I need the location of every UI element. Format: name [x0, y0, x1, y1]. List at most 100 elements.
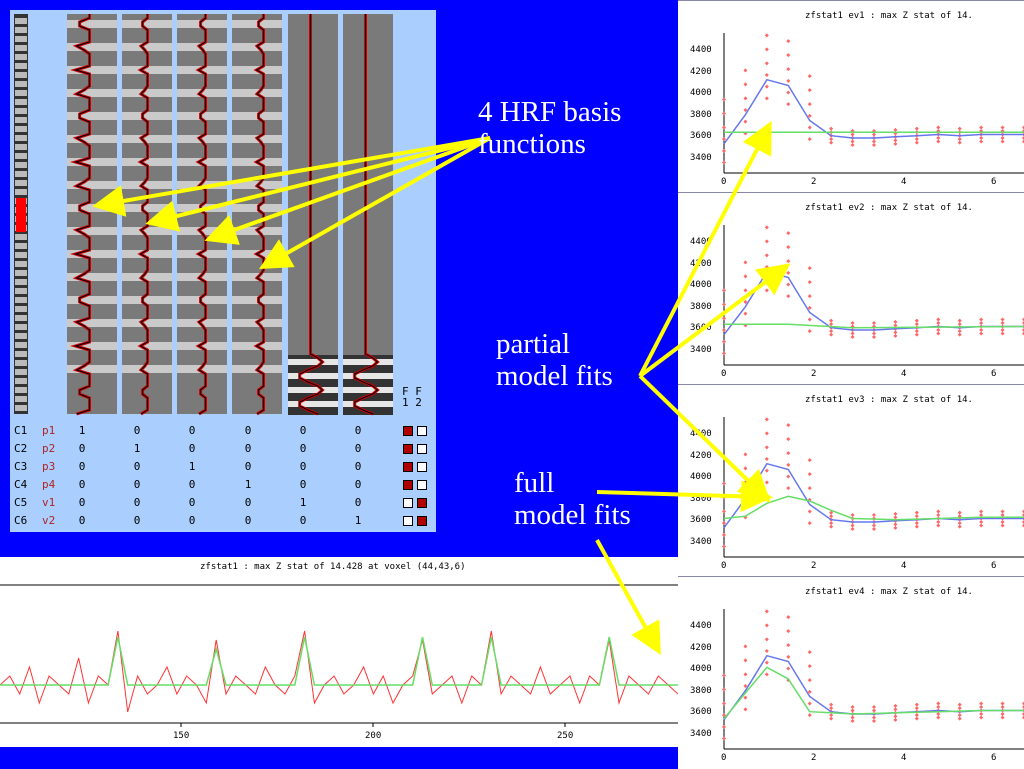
timeline-tick [15, 387, 27, 393]
data-point [807, 317, 812, 322]
data-point [979, 520, 984, 524]
f-test-2-index: 2 [415, 396, 422, 409]
y-tick-label: 4400 [690, 621, 712, 631]
data-point [850, 715, 855, 720]
data-point [850, 523, 855, 528]
timeline-tick [15, 288, 27, 294]
data-point [807, 701, 812, 706]
data-point [786, 654, 791, 659]
data-point [850, 321, 855, 325]
data-point [979, 125, 984, 130]
hrf-event-band [232, 204, 282, 212]
data-point [957, 716, 962, 721]
data-point [807, 689, 812, 694]
partial-model-fit-line [723, 666, 1024, 720]
f-test-checkbox[interactable] [417, 498, 427, 508]
data-point [914, 713, 919, 718]
f-test-checkbox[interactable] [417, 444, 427, 454]
hrf-event-band [67, 89, 117, 97]
data-point [722, 521, 726, 526]
timeline-tick [15, 279, 27, 285]
data-point [979, 513, 984, 517]
x-tick-label: 0 [721, 561, 727, 571]
f-test-checkbox[interactable] [417, 462, 427, 472]
contrast-name: p3 [42, 460, 56, 473]
y-tick-label: 4400 [690, 45, 712, 55]
contrast-weight: 0 [133, 478, 141, 491]
contrast-weight: 0 [299, 442, 307, 455]
data-point [786, 270, 791, 275]
data-point [807, 678, 812, 683]
timeline-tick [15, 333, 27, 339]
data-point [872, 705, 876, 709]
data-point [936, 321, 941, 325]
contrast-row: C5 v1 0 0 0 0 1 0 [10, 496, 436, 514]
data-point [872, 132, 876, 137]
contrast-header: F F 1 2 [402, 386, 422, 408]
contrast-weight: 0 [188, 496, 196, 509]
data-point [914, 716, 919, 721]
data-point [786, 259, 791, 264]
data-point [829, 713, 834, 718]
f-test-checkbox[interactable] [417, 426, 427, 436]
f-test-checkbox[interactable] [403, 516, 413, 526]
data-point [850, 513, 855, 517]
timeline-tick [15, 405, 27, 411]
data-point [786, 643, 791, 648]
f-test-checkbox[interactable] [417, 516, 427, 526]
timeline-tick [15, 27, 27, 33]
data-point [872, 708, 876, 713]
f-test-checkbox[interactable] [417, 480, 427, 490]
timeline-tick [15, 342, 27, 348]
vector-band [343, 373, 393, 379]
timeline-tick [15, 99, 27, 105]
data-point [893, 703, 898, 708]
data-point [786, 39, 791, 44]
data-point [807, 102, 812, 107]
data-point [914, 510, 919, 515]
timeseries-x-tick: 150 [173, 731, 190, 741]
data-point [764, 225, 769, 230]
vector-band [343, 387, 393, 393]
regressor-line-core [73, 14, 90, 415]
data-point [764, 672, 769, 677]
data-point [786, 78, 791, 83]
data-point [979, 136, 984, 140]
timeline-tick [15, 144, 27, 150]
f-test-2-label: F [415, 385, 422, 398]
data-point [1000, 715, 1005, 720]
data-point [979, 321, 984, 325]
f-test-checkbox[interactable] [403, 480, 413, 490]
f-test-checkbox[interactable] [403, 444, 413, 454]
timeline-tick [15, 396, 27, 402]
data-point [807, 486, 812, 491]
f-test-checkbox[interactable] [403, 498, 413, 508]
data-point [957, 332, 962, 337]
data-point [1000, 513, 1005, 517]
timeline-tick [15, 54, 27, 60]
data-point [722, 481, 726, 486]
vector-band [288, 359, 338, 365]
contrast-weight: 0 [354, 424, 362, 437]
peristimulus-title: zfstat1 ev2 : max Z stat of 14. [805, 203, 973, 213]
timeline-tick [15, 162, 27, 168]
data-point [1000, 331, 1005, 336]
data-point [786, 462, 791, 467]
data-point [850, 708, 855, 713]
f-test-checkbox[interactable] [403, 426, 413, 436]
data-point [722, 736, 726, 741]
hrf-event-band [67, 204, 117, 212]
data-point [722, 160, 726, 165]
data-point [807, 472, 812, 477]
contrast-name: p2 [42, 442, 56, 455]
hrf-event-band [122, 365, 172, 373]
data-point [850, 705, 855, 709]
f-test-checkbox[interactable] [403, 462, 413, 472]
hrf-event-band [122, 89, 172, 97]
contrast-id: C6 [14, 514, 28, 527]
data-point [850, 719, 855, 723]
peristimulus-title: zfstat1 ev3 : max Z stat of 14. [805, 395, 973, 405]
data-point [872, 139, 876, 144]
data-point [914, 702, 919, 707]
data-point [979, 523, 984, 528]
